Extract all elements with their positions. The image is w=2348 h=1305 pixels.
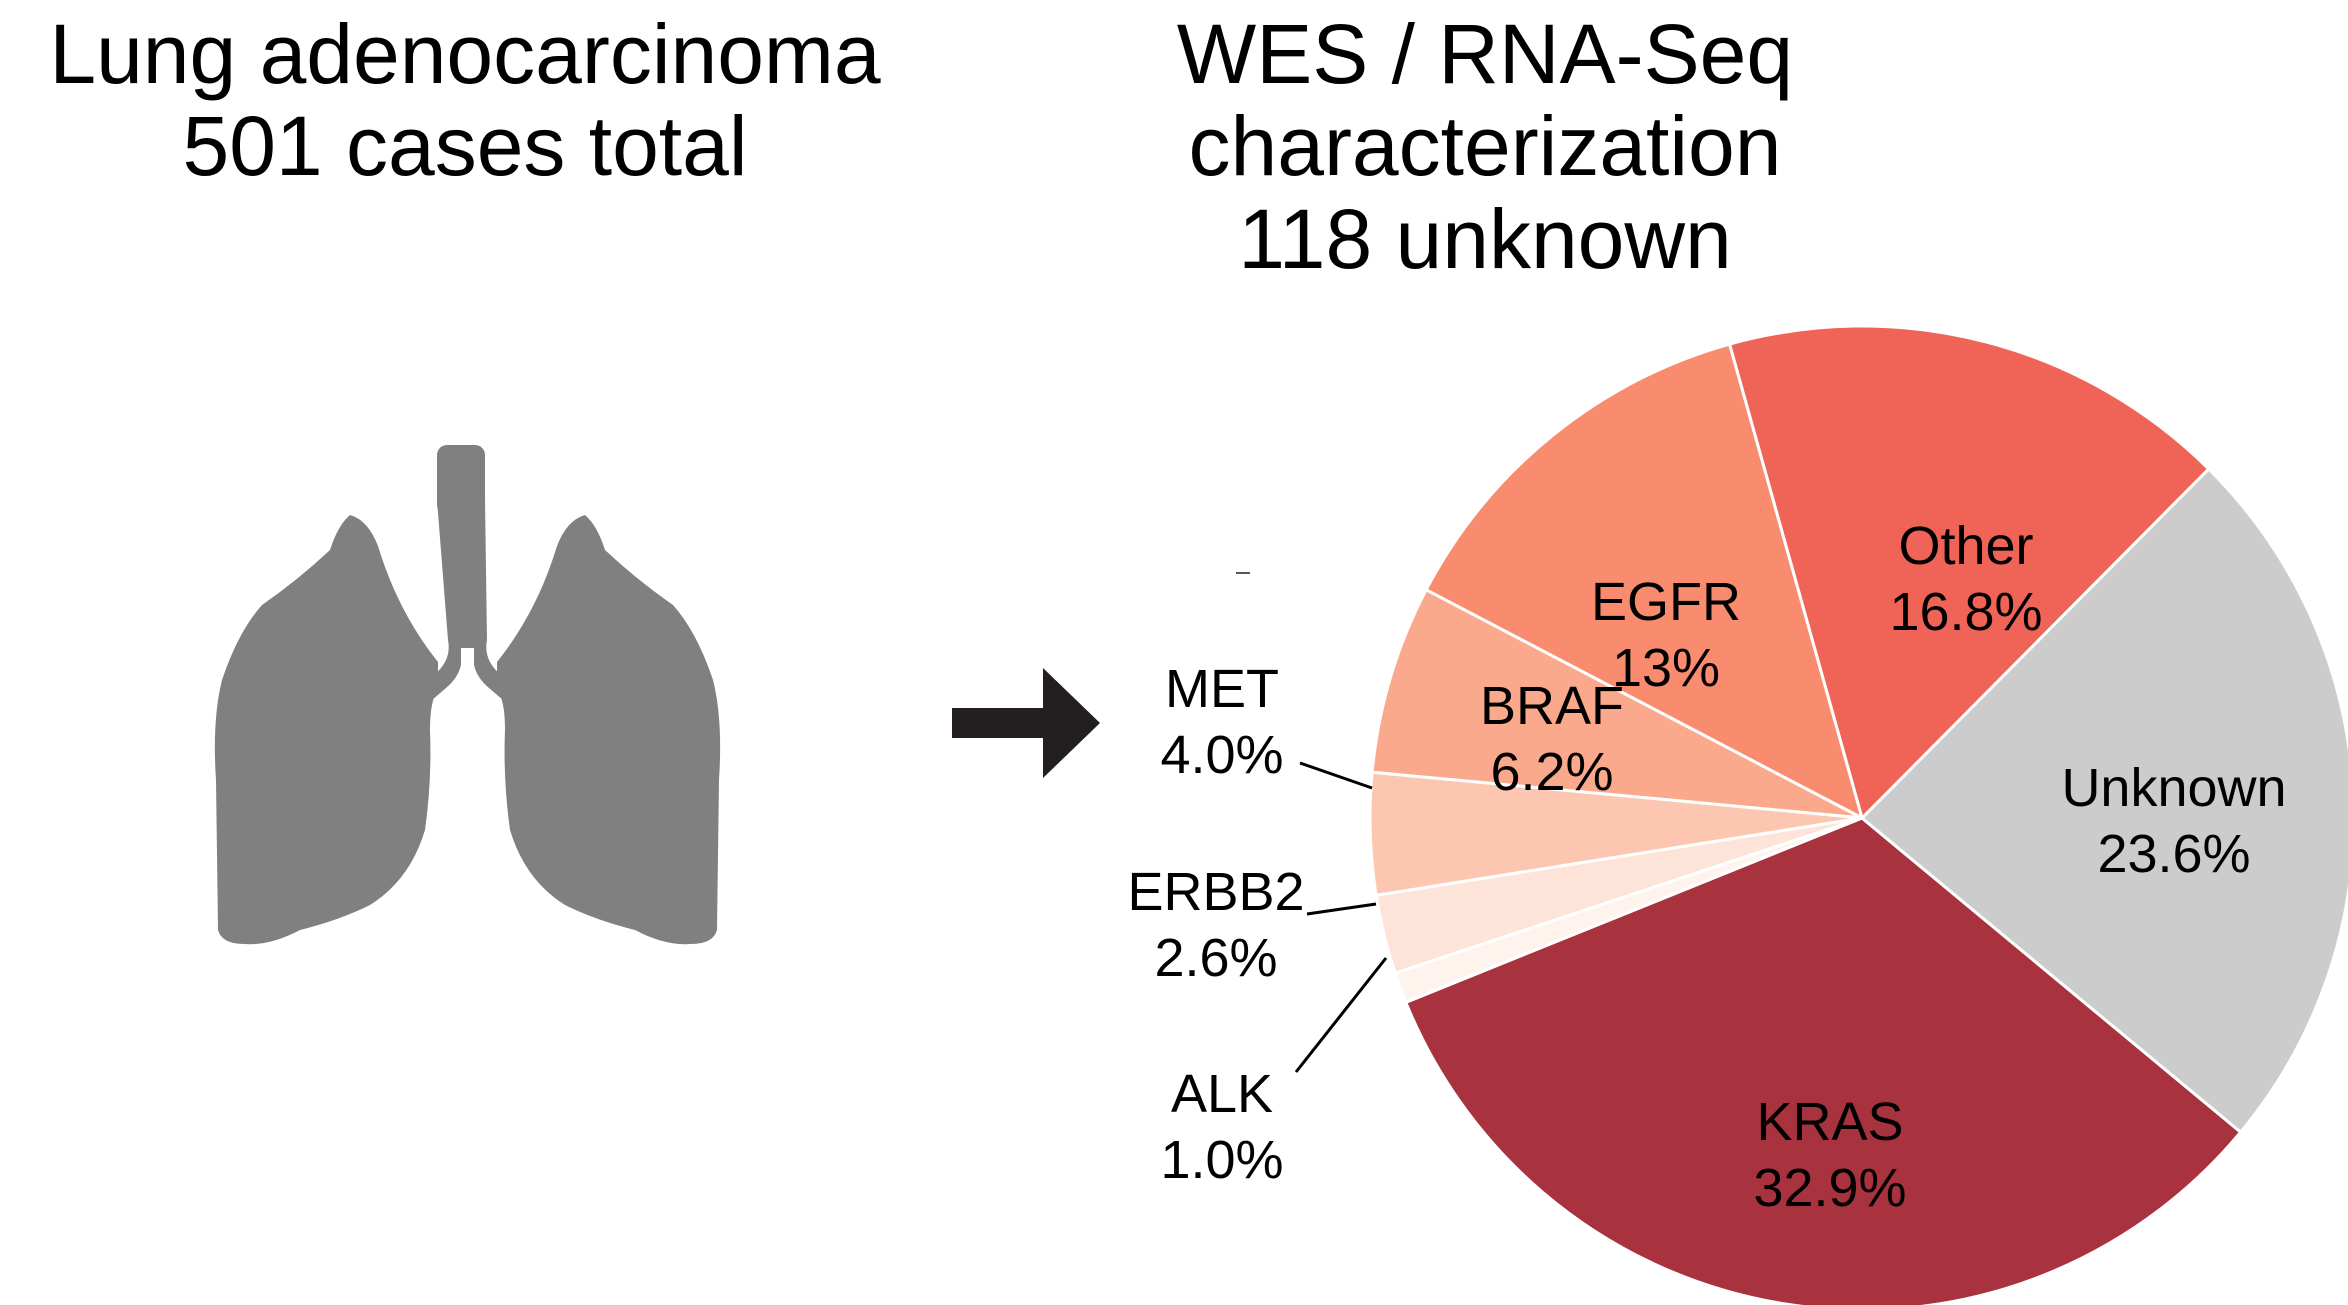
leader-line-alk: [1294, 957, 1388, 1073]
lungs-icon: [214, 445, 721, 945]
leader-line-erbb2: [1306, 902, 1377, 916]
left-title-line-1: Lung adenocarcinoma: [49, 7, 881, 101]
slice-label-egfr: EGFR: [1591, 572, 1741, 632]
left-title-line-2: 501 cases total: [182, 99, 748, 194]
right-title-line-3: 118 unknown: [1238, 191, 1732, 286]
slice-label-kras: KRAS: [1756, 1092, 1903, 1152]
pie-slice-unknown: [1860, 467, 2348, 1134]
right-title-line-1: WES / RNA-Seq: [1176, 7, 1794, 101]
slice-label-other: Other: [1898, 516, 2033, 576]
pie-slice-alk: [1393, 816, 1864, 1004]
pie-slices: [1368, 324, 2348, 1305]
left-title: Lung adenocarcinoma 501 cases total: [0, 8, 930, 193]
slice-label-met: MET: [1165, 659, 1279, 719]
slice-value-other: 16.8%: [1889, 582, 2042, 642]
slice-label-braf: BRAF: [1480, 676, 1624, 736]
leader-lines: [1294, 761, 1388, 1073]
pie-slice-egfr: [1424, 342, 1864, 820]
leader-line-met: [1299, 761, 1373, 790]
pie-slice-kras: [1404, 816, 2243, 1305]
slice-label-alk: ALK: [1171, 1064, 1273, 1124]
slice-value-egfr: 13%: [1612, 638, 1720, 698]
slice-value-kras: 32.9%: [1753, 1158, 1906, 1218]
slice-value-braf: 6.2%: [1490, 742, 1613, 802]
slice-value-met: 4.0%: [1160, 725, 1283, 785]
right-title: WES / RNA-Seq characterization 118 unkno…: [1090, 7, 1880, 286]
slice-label-erbb2: ERBB2: [1127, 862, 1304, 922]
pie-slice-other: [1728, 324, 2211, 820]
right-title-line-2: characterization: [1188, 99, 1782, 194]
slice-label-unknown: Unknown: [2061, 758, 2286, 818]
pie-slice-braf: [1370, 588, 1864, 820]
slice-value-erbb2: 2.6%: [1154, 928, 1277, 988]
slice-value-alk: 1.0%: [1160, 1130, 1283, 1190]
right-arrow-icon: [952, 668, 1100, 778]
slice-value-unknown: 23.6%: [2097, 824, 2250, 884]
